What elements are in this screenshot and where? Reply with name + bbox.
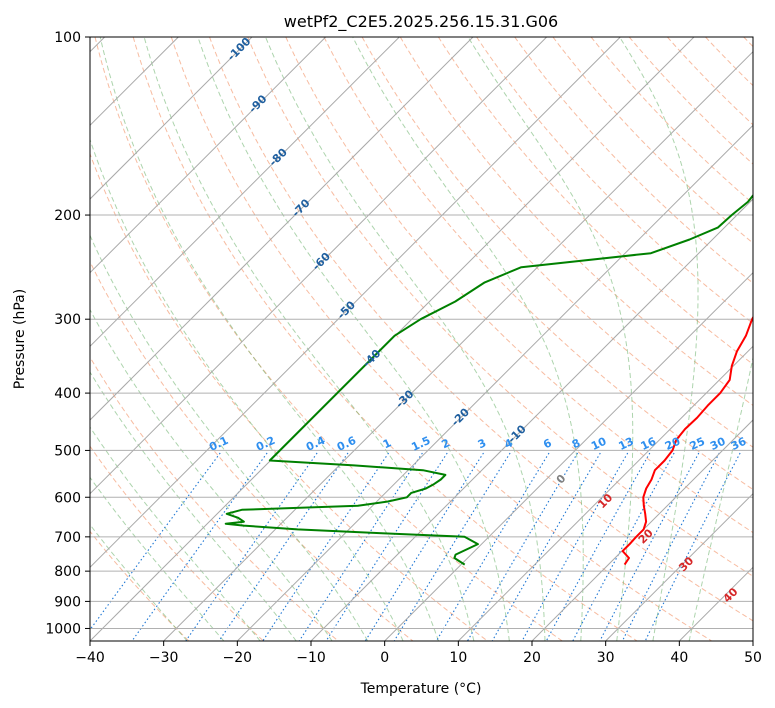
chart-title: wetPf2_C2E5.2025.256.15.31.G06 <box>284 12 558 32</box>
moist-adiabat-line <box>352 37 584 641</box>
x-axis: −40 −30 −20 −10 0 10 20 30 40 50 <box>75 641 762 666</box>
dewpoint-profile-line <box>224 193 753 566</box>
x-tick-label: −30 <box>149 650 179 666</box>
mixing-ratio-line <box>435 452 550 641</box>
dry-adiabat-line <box>170 37 712 641</box>
isotherm-line <box>163 50 753 641</box>
moist-adiabat-line <box>99 37 439 641</box>
dry-adiabat-line <box>552 37 753 244</box>
dry-adiabat-line <box>94 37 563 641</box>
dry-adiabat-line <box>90 356 339 641</box>
moist-adiabat-line <box>143 37 475 641</box>
mixing-ratio-line <box>364 452 484 641</box>
moist-adiabat-line <box>90 426 261 641</box>
dry-adiabat-line <box>90 530 190 641</box>
x-tick-label: 40 <box>670 650 688 666</box>
y-axis: 100 200 300 400 500 600 700 800 900 1000 <box>45 30 90 637</box>
y-tick-label: 300 <box>54 312 81 328</box>
mixing-ratio-label: 10 <box>589 435 609 453</box>
mixing-ratio-label: 25 <box>688 435 707 453</box>
dry-adiabat-line <box>90 445 264 641</box>
isotherm-line <box>90 37 548 495</box>
profile-lines <box>224 193 753 566</box>
x-tick-label: 20 <box>523 650 541 666</box>
dry-adiabat-line <box>399 37 753 407</box>
x-tick-label: −10 <box>296 650 326 666</box>
dry-adiabat-line <box>285 37 753 534</box>
dry-adiabat-line <box>514 37 753 284</box>
isotherm-line <box>605 492 753 641</box>
moist-adiabat-line <box>90 234 369 641</box>
moist-adiabat-line <box>90 308 333 641</box>
isotherm-line <box>90 37 621 569</box>
isotherm-line <box>90 37 327 274</box>
plot-frame <box>89 36 754 642</box>
y-tick-label: 900 <box>54 594 81 610</box>
x-axis-label: Temperature (°C) <box>360 681 482 697</box>
y-tick-label: 400 <box>54 386 81 402</box>
mixing-ratio-label: 36 <box>729 435 749 453</box>
moist-adiabat-line <box>265 37 546 641</box>
mixing-ratio-line <box>393 452 511 641</box>
y-tick-label: 1000 <box>45 621 81 637</box>
dry-adiabat-line <box>323 37 753 491</box>
mixing-ratio-line <box>521 452 629 641</box>
isotherm-line <box>90 37 474 421</box>
y-tick-label: 100 <box>54 30 81 46</box>
y-tick-label: 600 <box>54 490 81 506</box>
mixing-ratio-line <box>131 452 268 641</box>
y-tick-label: 800 <box>54 564 81 580</box>
isotherm-line <box>457 345 753 641</box>
mixing-ratio-line <box>491 452 601 641</box>
x-tick-label: 30 <box>597 650 615 666</box>
dry-adiabat-line <box>209 37 753 622</box>
dry-adiabat-line <box>90 260 414 641</box>
mixing-ratio-line <box>599 452 700 641</box>
x-tick-label: −20 <box>223 650 253 666</box>
skewt-background-lines <box>90 37 753 641</box>
mixing-ratio-line <box>262 452 390 641</box>
moist-adiabat-line <box>90 476 225 641</box>
mixing-ratio-label: 13 <box>617 435 636 453</box>
isotherm-line <box>310 198 753 641</box>
dry-adiabat-line <box>132 37 638 641</box>
isotherm-line <box>236 124 753 641</box>
mixing-ratio-label: 20 <box>663 435 683 453</box>
mixing-ratio-line <box>298 452 423 641</box>
dry-adiabat-line <box>628 37 753 165</box>
moist-adiabat-line <box>90 138 404 641</box>
mixing-ratio-line <box>467 452 579 641</box>
dry-adiabat-line <box>247 37 753 577</box>
x-tick-label: 0 <box>380 650 389 666</box>
mixing-ratio-label: 30 <box>708 435 728 453</box>
y-axis-label: Pressure (hPa) <box>12 289 28 389</box>
moist-adiabat-line <box>619 37 699 641</box>
y-tick-label: 200 <box>54 208 81 224</box>
y-tick-label: 700 <box>54 530 81 546</box>
temperature-profile-line <box>621 315 753 566</box>
moist-adiabat-line <box>688 355 753 641</box>
mixing-ratio-line <box>90 452 221 631</box>
isotherm-line <box>90 37 400 348</box>
dry-adiabat-line <box>437 37 753 365</box>
x-tick-label: 50 <box>744 650 762 666</box>
mixing-ratio-line <box>545 452 651 641</box>
mixing-ratio-label: 16 <box>639 435 659 453</box>
x-tick-label: 10 <box>449 650 467 666</box>
y-tick-label: 500 <box>54 443 81 459</box>
mixing-ratio-line <box>621 452 720 641</box>
isotherm-line <box>384 271 753 641</box>
isotherm-line <box>90 37 253 200</box>
mixing-ratio-line <box>325 452 448 641</box>
x-tick-label: −40 <box>75 650 105 666</box>
isotherm-lines <box>90 37 753 641</box>
moist-adiabat-line <box>197 37 510 641</box>
